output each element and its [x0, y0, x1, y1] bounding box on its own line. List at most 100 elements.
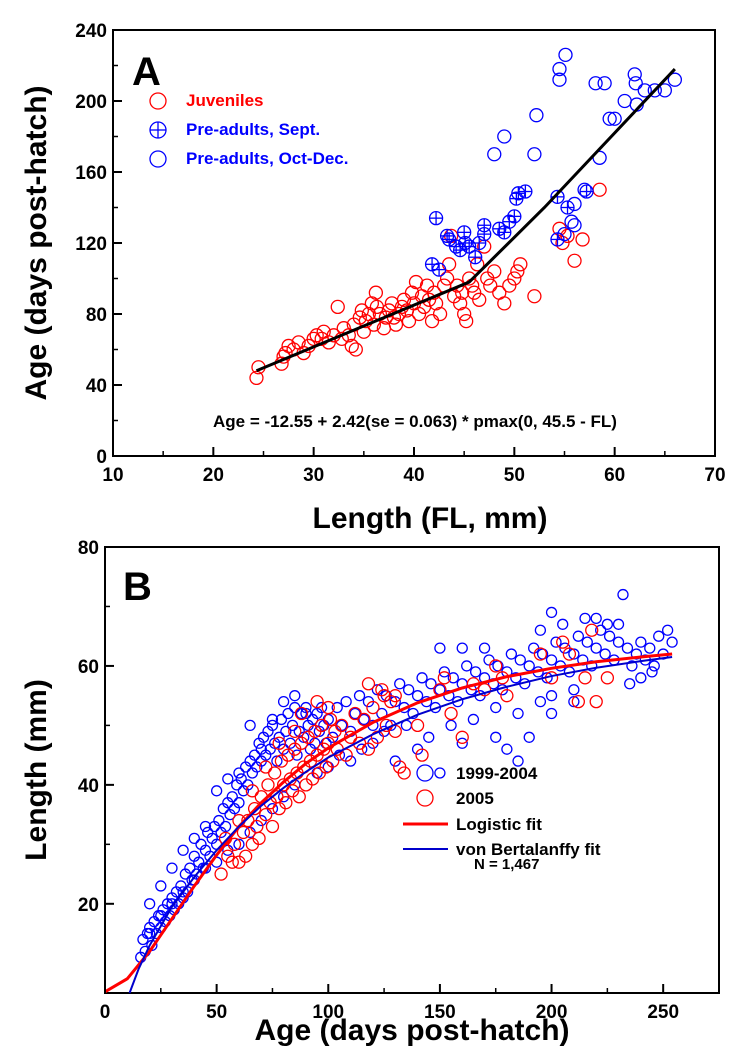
point-1999-2004: [467, 713, 480, 726]
point-1999-2004: [166, 898, 178, 910]
juveniles-point: [487, 264, 502, 279]
legend-juveniles-marker: [149, 92, 167, 110]
point-1999-2004: [248, 749, 261, 761]
panel-b-plot-frame: [104, 546, 720, 994]
point-1999-2004: [331, 701, 343, 714]
legend-1999-2004-label: 1999-2004: [456, 764, 538, 783]
point-1999-2004: [266, 713, 279, 726]
panel-a-x-tick-label: 70: [704, 465, 725, 486]
preadult-octdec-point: [577, 182, 592, 197]
point-1999-2004: [595, 624, 607, 636]
juveniles-point: [502, 278, 517, 293]
point-1999-2004: [534, 695, 547, 708]
point-2005: [377, 689, 391, 703]
point-1999-2004: [461, 660, 473, 672]
juveniles-point: [354, 303, 369, 318]
legend-1999-2004-symbol: [416, 764, 434, 782]
point-2005: [361, 742, 376, 756]
preadult-sept-point: [441, 232, 457, 247]
point-1999-2004: [277, 695, 290, 708]
point-1999-2004: [590, 612, 602, 625]
point-2005: [455, 730, 469, 744]
juveniles-point: [467, 285, 482, 300]
point-2005: [239, 849, 253, 863]
preadult-octdec-point: [628, 76, 643, 91]
point-1999-2004: [617, 588, 629, 601]
juveniles-point: [344, 338, 359, 354]
point-1999-2004: [483, 654, 495, 666]
point-1999-2004: [514, 654, 526, 666]
point-1999-2004: [199, 820, 212, 833]
point-1999-2004: [222, 773, 234, 785]
panel-b-label: B: [123, 565, 152, 609]
juveniles-point: [401, 313, 417, 329]
point-1999-2004: [568, 695, 580, 708]
point-2005: [292, 790, 306, 804]
preadult-sept-point: [507, 209, 522, 224]
preadult-octdec-point: [617, 93, 632, 109]
preadult-octdec-point: [647, 83, 662, 98]
legend-preadults-sept-label: Pre-adults, Sept.: [186, 120, 320, 139]
preadult-octdec-point: [567, 218, 582, 233]
point-1999-2004: [144, 898, 156, 910]
juveniles-point: [421, 292, 437, 307]
panel-a-x-tick-label: 60: [604, 465, 625, 486]
point-1999-2004: [447, 672, 459, 684]
point-1999-2004: [545, 707, 558, 720]
point-1999-2004: [434, 642, 446, 654]
point-1999-2004: [271, 755, 283, 767]
point-1999-2004: [144, 927, 156, 940]
preadult-octdec-point: [567, 196, 582, 212]
preadult-octdec-point: [588, 76, 603, 91]
preadult-sept-point: [468, 250, 483, 265]
panel-b-y-tick-label: 40: [78, 776, 99, 797]
panel-a-axes: 10 20 30 40 50 60 70 0 40 80 120 160 200 240: [75, 21, 725, 486]
point-1999-2004: [177, 886, 189, 898]
panel-a: 10 20 30 40 50 60 70 0 40 80 120 160 200 240 A Length…: [20, 21, 726, 535]
point-1999-2004: [590, 642, 602, 654]
point-1999-2004: [155, 880, 167, 892]
point-1999-2004: [510, 672, 522, 684]
preadult-octdec-point: [527, 147, 542, 162]
point-2005: [348, 706, 362, 721]
point-1999-2004: [353, 690, 366, 702]
point-1999-2004: [648, 660, 660, 672]
point-2005: [268, 766, 282, 780]
juveniles-point: [281, 338, 296, 354]
point-2005: [294, 706, 309, 721]
preadult-octdec-point: [602, 111, 617, 126]
panel-a-x-tick-label: 10: [102, 465, 123, 486]
juveniles-point: [432, 306, 448, 322]
preadult-octdec-point: [497, 129, 512, 144]
point-2005: [247, 802, 262, 816]
juveniles-point: [441, 257, 457, 272]
juveniles-point: [567, 253, 582, 268]
point-2005: [261, 778, 275, 792]
juveniles-point: [483, 278, 498, 293]
point-1999-2004: [456, 642, 468, 654]
point-1999-2004: [280, 725, 292, 737]
point-1999-2004: [275, 713, 288, 726]
panel-a-y-tick-label: 160: [75, 163, 107, 184]
point-2005: [225, 855, 239, 869]
point-2005: [265, 819, 280, 834]
point-1999-2004: [523, 660, 535, 672]
point-1999-2004: [653, 630, 665, 642]
point-1999-2004: [550, 636, 562, 648]
juveniles-point: [388, 317, 404, 332]
preadult-octdec-point: [657, 83, 672, 98]
panel-a-y-tick-label: 240: [75, 21, 107, 42]
point-1999-2004: [233, 838, 245, 850]
panel-b-x-tick-label: 0: [100, 1002, 111, 1023]
panel-a-fit-line: [255, 68, 676, 373]
panel-b-n-label: N = 1,467: [474, 856, 539, 873]
point-2005: [357, 712, 371, 727]
point-2005: [500, 689, 514, 703]
point-2005: [410, 718, 425, 733]
legend-logistic-label: Logistic fit: [456, 815, 542, 834]
panel-a-y-tick-label: 120: [75, 234, 107, 255]
preadult-octdec-point: [607, 111, 622, 126]
panel-a-x-tick-label: 20: [203, 465, 224, 486]
point-1999-2004: [478, 642, 491, 654]
legend-2005-symbol: [416, 789, 434, 807]
